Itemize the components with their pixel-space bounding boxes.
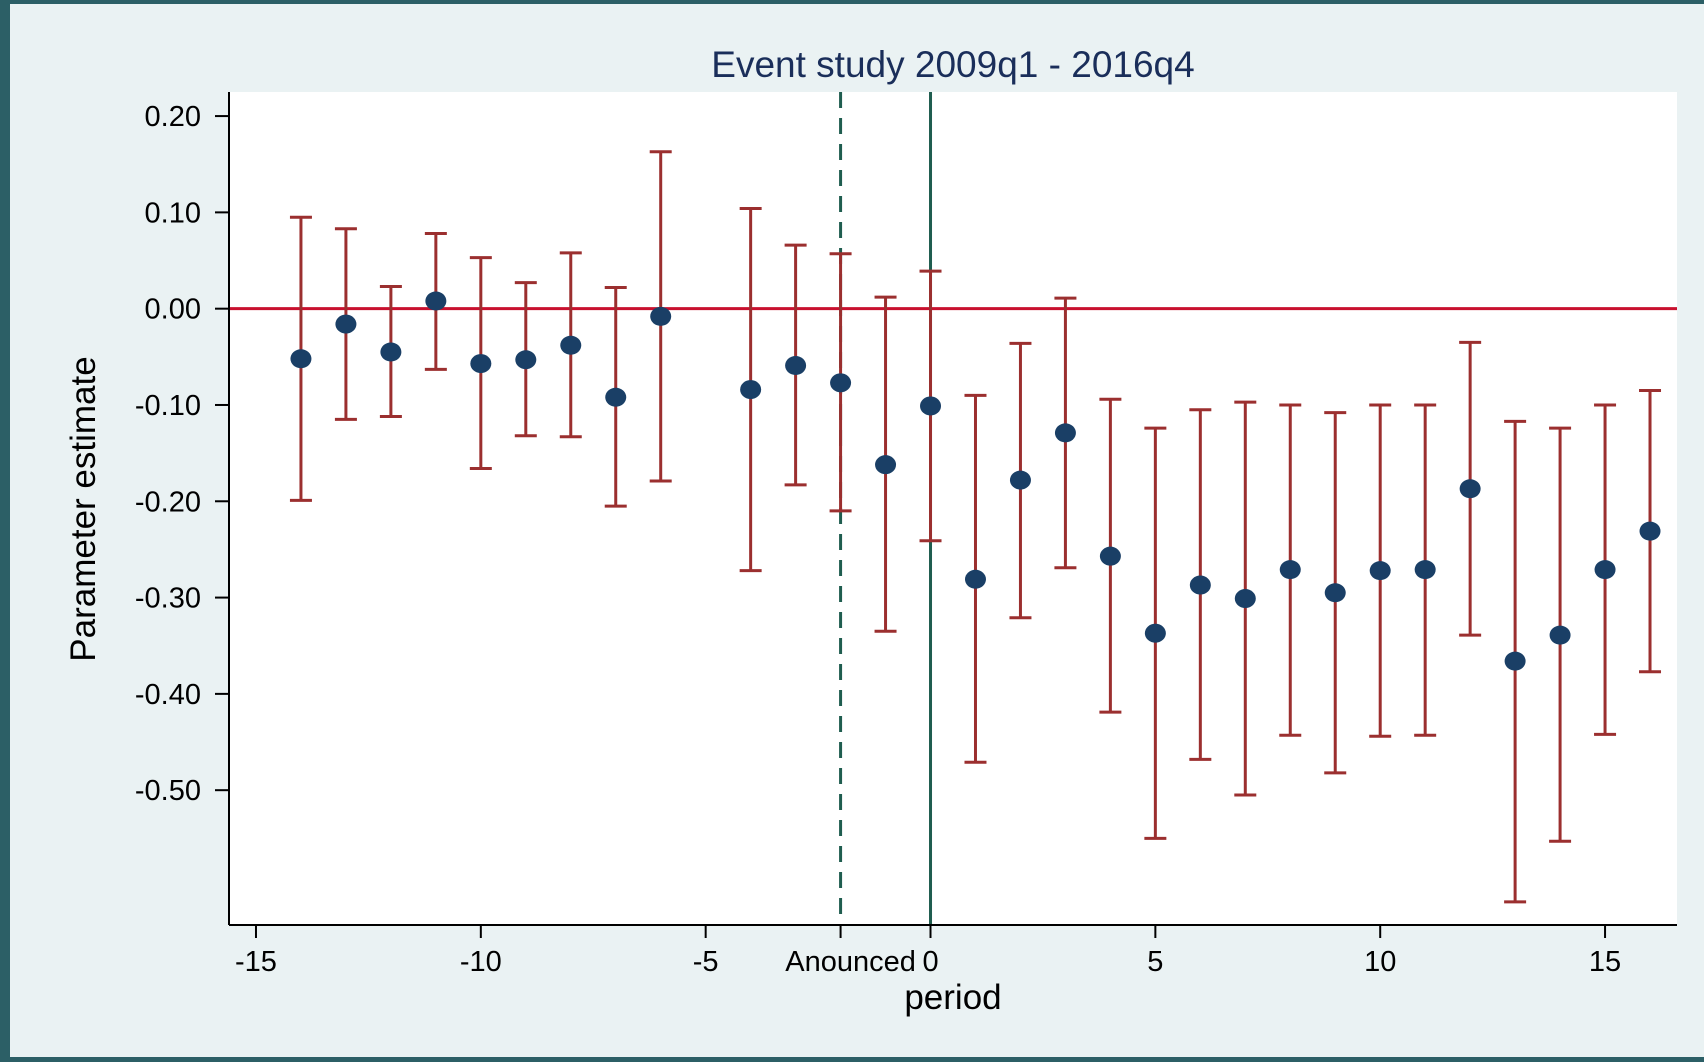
data-point — [470, 354, 492, 374]
y-tick-label: 0.10 — [145, 197, 201, 229]
data-point — [605, 387, 627, 407]
data-point — [1324, 583, 1346, 603]
plot-area — [229, 92, 1677, 925]
data-point — [1144, 623, 1166, 643]
data-point — [1549, 625, 1571, 645]
data-point — [920, 396, 942, 416]
y-tick-label: 0.20 — [145, 101, 201, 133]
data-point — [380, 342, 402, 362]
data-point — [1099, 546, 1121, 566]
data-point — [1279, 560, 1301, 580]
y-axis-label: Parameter estimate — [64, 356, 103, 661]
y-tick-label: -0.10 — [135, 390, 201, 422]
data-points — [290, 291, 1661, 671]
axes — [228, 92, 1677, 926]
x-tick-label: 5 — [1147, 946, 1163, 978]
x-axis-ticks: -15 -10 -5 Anounced 0 5 10 15 — [235, 925, 1621, 978]
y-tick-label: -0.50 — [135, 775, 201, 807]
y-axis-ticks: 0.20 0.10 0.00 -0.10 -0.20 -0.30 -0.40 -0.50 — [135, 101, 229, 807]
data-point — [1459, 479, 1481, 499]
data-point — [740, 380, 762, 400]
data-point — [1414, 560, 1436, 580]
data-point — [560, 335, 582, 355]
data-point — [1639, 521, 1661, 541]
x-tick-label: 15 — [1589, 946, 1621, 978]
data-point — [785, 355, 807, 375]
y-tick-label: 0.00 — [145, 294, 201, 326]
data-point — [1504, 651, 1526, 671]
data-point — [875, 455, 897, 475]
x-tick-label: -15 — [235, 946, 277, 978]
data-point — [515, 350, 537, 370]
data-point — [335, 314, 357, 334]
x-tick-label: -5 — [693, 946, 719, 978]
x-tick-label: -10 — [460, 946, 502, 978]
data-point — [1009, 470, 1031, 490]
data-point — [290, 349, 312, 369]
data-point — [830, 373, 852, 393]
x-tick-label: 0 — [922, 946, 938, 978]
data-point — [1054, 423, 1076, 443]
y-tick-label: -0.20 — [135, 486, 201, 518]
x-tick-label: 10 — [1364, 946, 1396, 978]
x-axis-label: period — [904, 978, 1001, 1017]
data-point — [1594, 560, 1616, 580]
data-point — [1189, 575, 1211, 595]
data-point — [964, 569, 986, 589]
y-tick-label: -0.30 — [135, 583, 201, 615]
data-point — [1369, 561, 1391, 581]
y-tick-label: -0.40 — [135, 679, 201, 711]
chart-title: Event study 2009q1 - 2016q4 — [711, 44, 1194, 85]
data-point — [425, 291, 447, 311]
data-point — [650, 306, 672, 326]
data-point — [1234, 589, 1256, 609]
x-tick-label: Anounced — [785, 946, 916, 978]
